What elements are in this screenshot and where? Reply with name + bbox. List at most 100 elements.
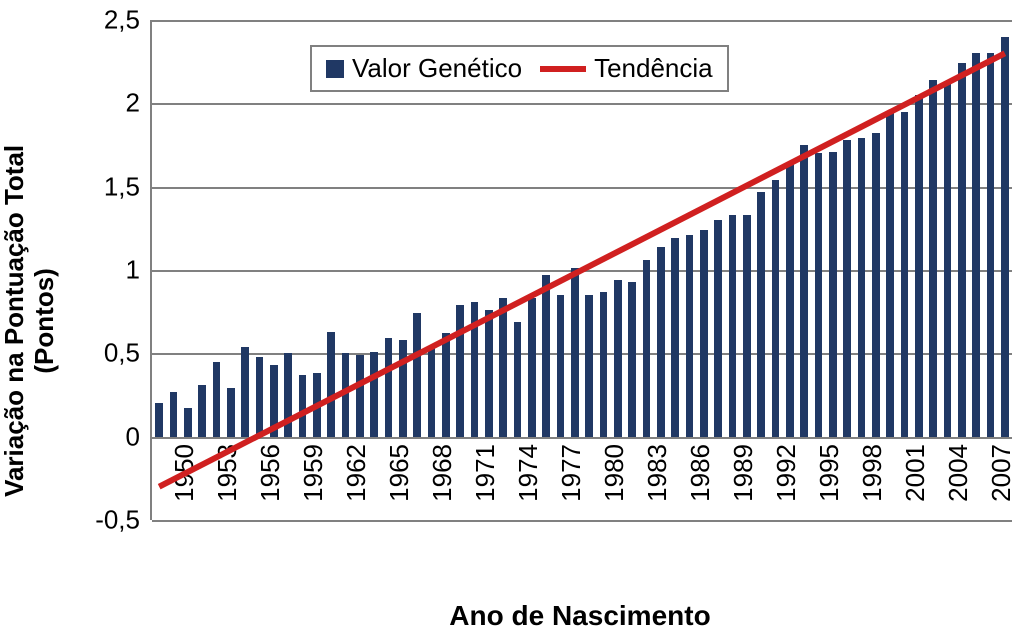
bar [198,385,206,437]
y-axis-title-line1: Variação na Pontuação Total(Pontos) [0,144,59,496]
x-tick-label: 1950 [169,444,200,502]
bar [772,180,780,437]
bar [471,302,479,437]
x-tick-label: 1965 [384,444,415,502]
bar [972,53,980,436]
bar [241,347,249,437]
bar [542,275,550,437]
bar [413,313,421,436]
bar [872,133,880,436]
bar [600,292,608,437]
chart-container: Variação na Pontuação Total(Pontos) 1950… [0,0,1024,641]
y-tick-label: 2 [80,88,140,119]
x-tick-label: 1974 [513,444,544,502]
bar [528,298,536,436]
bar [585,295,593,437]
bar [929,80,937,437]
x-tick-label: 1983 [642,444,673,502]
bar [858,138,866,436]
x-tick-label: 2007 [986,444,1017,502]
bar [184,408,192,436]
bar [657,247,665,437]
bar [686,235,694,437]
bar [714,220,722,437]
bar [915,95,923,437]
gridline [152,187,1012,189]
gridline [152,270,1012,272]
bar [729,215,737,437]
legend-item-bar: Valor Genético [326,53,522,84]
x-tick-label: 1992 [771,444,802,502]
y-axis-title: Variação na Pontuação Total(Pontos) [0,144,60,496]
bar [170,392,178,437]
bar [213,362,221,437]
bar [671,238,679,436]
y-tick-label: 2,5 [80,5,140,36]
bar [342,353,350,436]
x-tick-label: 1995 [814,444,845,502]
bar [743,215,751,437]
x-tick-label: 1998 [857,444,888,502]
bar [628,282,636,437]
bar [327,332,335,437]
gridline [152,520,1012,522]
y-tick-label: 1 [80,255,140,286]
gridline [152,437,1012,439]
bar [299,375,307,437]
bar [514,322,522,437]
bar [944,82,952,437]
x-axis-title: Ano de Nascimento [150,600,1010,632]
gridline [152,20,1012,22]
y-axis-title-wrap: Variação na Pontuação Total(Pontos) [0,0,60,641]
bar [557,295,565,437]
legend: Valor Genético Tendência [310,45,729,92]
x-tick-label: 1959 [298,444,329,502]
bar [571,268,579,436]
bar [428,347,436,437]
bar [485,310,493,437]
plot-area: 1950195319561959196219651968197119741977… [150,20,1012,520]
bar [786,163,794,436]
bar [284,353,292,436]
legend-swatch-line [540,66,586,72]
bar [843,140,851,437]
bar [399,340,407,437]
bar [614,280,622,437]
bar [700,230,708,437]
bar [155,403,163,436]
x-tick-label: 1986 [685,444,716,502]
x-tick-label: 2004 [943,444,974,502]
gridline [152,103,1012,105]
y-tick-label: 0 [80,421,140,452]
bar [370,352,378,437]
y-tick-label: -0,5 [80,505,140,536]
x-tick-label: 1971 [470,444,501,502]
legend-swatch-bar [326,60,344,78]
x-tick-label: 2001 [900,444,931,502]
bar [958,63,966,436]
bar [643,260,651,437]
bar [456,305,464,437]
legend-label-line: Tendência [594,53,713,84]
x-tick-label: 1968 [427,444,458,502]
bar [313,373,321,436]
x-tick-label: 1953 [212,444,243,502]
bar [270,365,278,437]
y-tick-label: 1,5 [80,171,140,202]
x-tick-label: 1962 [341,444,372,502]
bar [256,357,264,437]
bar [442,333,450,436]
bar [499,298,507,436]
bar [800,145,808,437]
bar [1001,37,1009,437]
bar [227,388,235,436]
y-tick-label: 0,5 [80,338,140,369]
bar [901,112,909,437]
bar [356,355,364,437]
bar [385,338,393,436]
bar [829,152,837,437]
legend-label-bar: Valor Genético [352,53,522,84]
gridline [152,353,1012,355]
bar [757,192,765,437]
x-tick-label: 1956 [255,444,286,502]
